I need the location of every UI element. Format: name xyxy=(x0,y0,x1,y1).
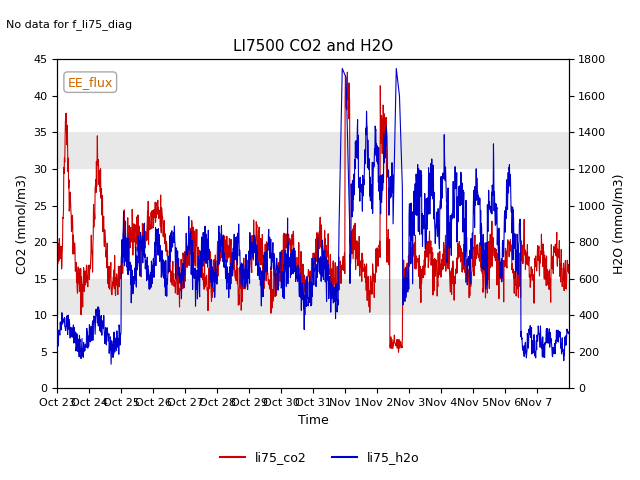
Bar xyxy=(58,132,568,169)
Text: No data for f_li75_diag: No data for f_li75_diag xyxy=(6,19,132,30)
X-axis label: Time: Time xyxy=(298,414,328,427)
Bar xyxy=(58,279,568,315)
Legend: li75_co2, li75_h2o: li75_co2, li75_h2o xyxy=(215,446,425,469)
Y-axis label: CO2 (mmol/m3): CO2 (mmol/m3) xyxy=(15,174,28,274)
Y-axis label: H2O (mmol/m3): H2O (mmol/m3) xyxy=(612,174,625,274)
Title: LI7500 CO2 and H2O: LI7500 CO2 and H2O xyxy=(233,39,393,54)
Text: EE_flux: EE_flux xyxy=(68,76,113,89)
